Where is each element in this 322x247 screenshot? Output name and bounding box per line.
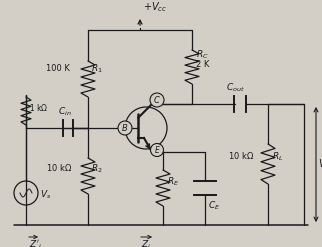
Circle shape — [14, 181, 38, 205]
Text: $R_L$: $R_L$ — [272, 150, 283, 163]
Text: $C_E$: $C_E$ — [208, 199, 220, 211]
Circle shape — [150, 144, 164, 157]
Text: $Z'_i$: $Z'_i$ — [29, 238, 42, 247]
Text: $C_{out}$: $C_{out}$ — [226, 81, 245, 94]
Text: 10 k$\Omega$: 10 k$\Omega$ — [46, 162, 72, 173]
Text: $+V_{cc}$: $+V_{cc}$ — [143, 0, 167, 14]
Text: $R_1$: $R_1$ — [91, 62, 103, 75]
Text: 1 k$\Omega$: 1 k$\Omega$ — [29, 102, 48, 113]
Text: $R_E$: $R_E$ — [167, 175, 179, 187]
Text: $C_{in}$: $C_{in}$ — [58, 105, 71, 118]
Text: $V_s$: $V_s$ — [40, 188, 51, 201]
Text: B: B — [122, 124, 128, 132]
Text: $V_{out}$: $V_{out}$ — [318, 157, 322, 171]
Circle shape — [118, 121, 132, 135]
Text: $R_C$: $R_C$ — [196, 48, 209, 61]
Text: C: C — [154, 96, 160, 104]
Circle shape — [150, 93, 164, 107]
Text: 100 K: 100 K — [46, 64, 70, 73]
Text: $Z_i$: $Z_i$ — [141, 238, 151, 247]
Text: E: E — [155, 145, 159, 155]
Text: 2 K: 2 K — [196, 60, 209, 69]
Text: 10 k$\Omega$: 10 k$\Omega$ — [228, 150, 254, 161]
Text: $R_2$: $R_2$ — [91, 162, 103, 174]
